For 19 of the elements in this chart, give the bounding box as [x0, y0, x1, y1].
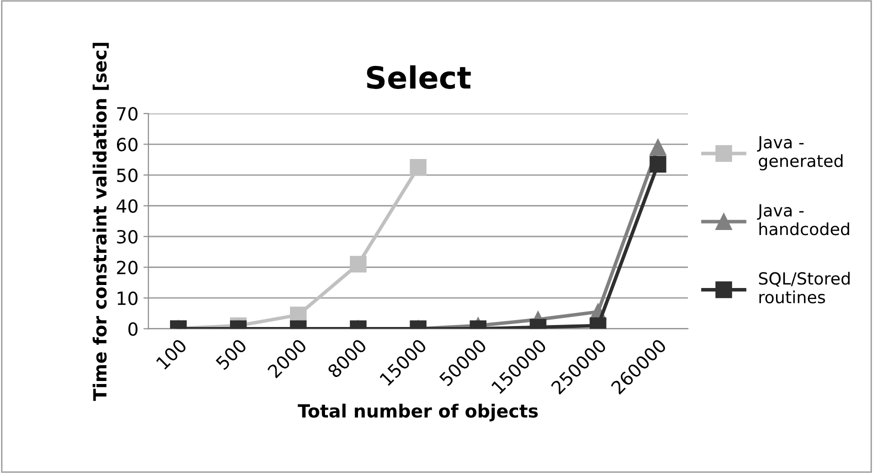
y-axis-title: Time for constraint validation [sec] [92, 42, 109, 401]
point [650, 156, 666, 173]
y-tick-label: 40 [116, 199, 138, 213]
legend-label: Java - generated [757, 136, 842, 170]
x-axis-title: Total number of objects [298, 404, 538, 422]
point [410, 158, 426, 176]
y-tick-label: 50 [117, 168, 138, 182]
y-tick-label: 0 [128, 322, 138, 336]
legend-label: Java - handcoded [757, 204, 850, 236]
x-tick-label: 100 [156, 338, 188, 370]
y-tick-label: 10 [118, 291, 138, 306]
point [650, 139, 666, 156]
y-tick-label: 30 [117, 230, 138, 244]
y-tick-label: 20 [117, 260, 138, 274]
y-tick-label: 70 [117, 106, 138, 121]
y-tick-label: 60 [116, 138, 138, 152]
chart-title: Select [367, 65, 471, 89]
x-tick-label: 500 [215, 338, 248, 370]
legend-label: SQL/Stored routines [759, 272, 850, 304]
